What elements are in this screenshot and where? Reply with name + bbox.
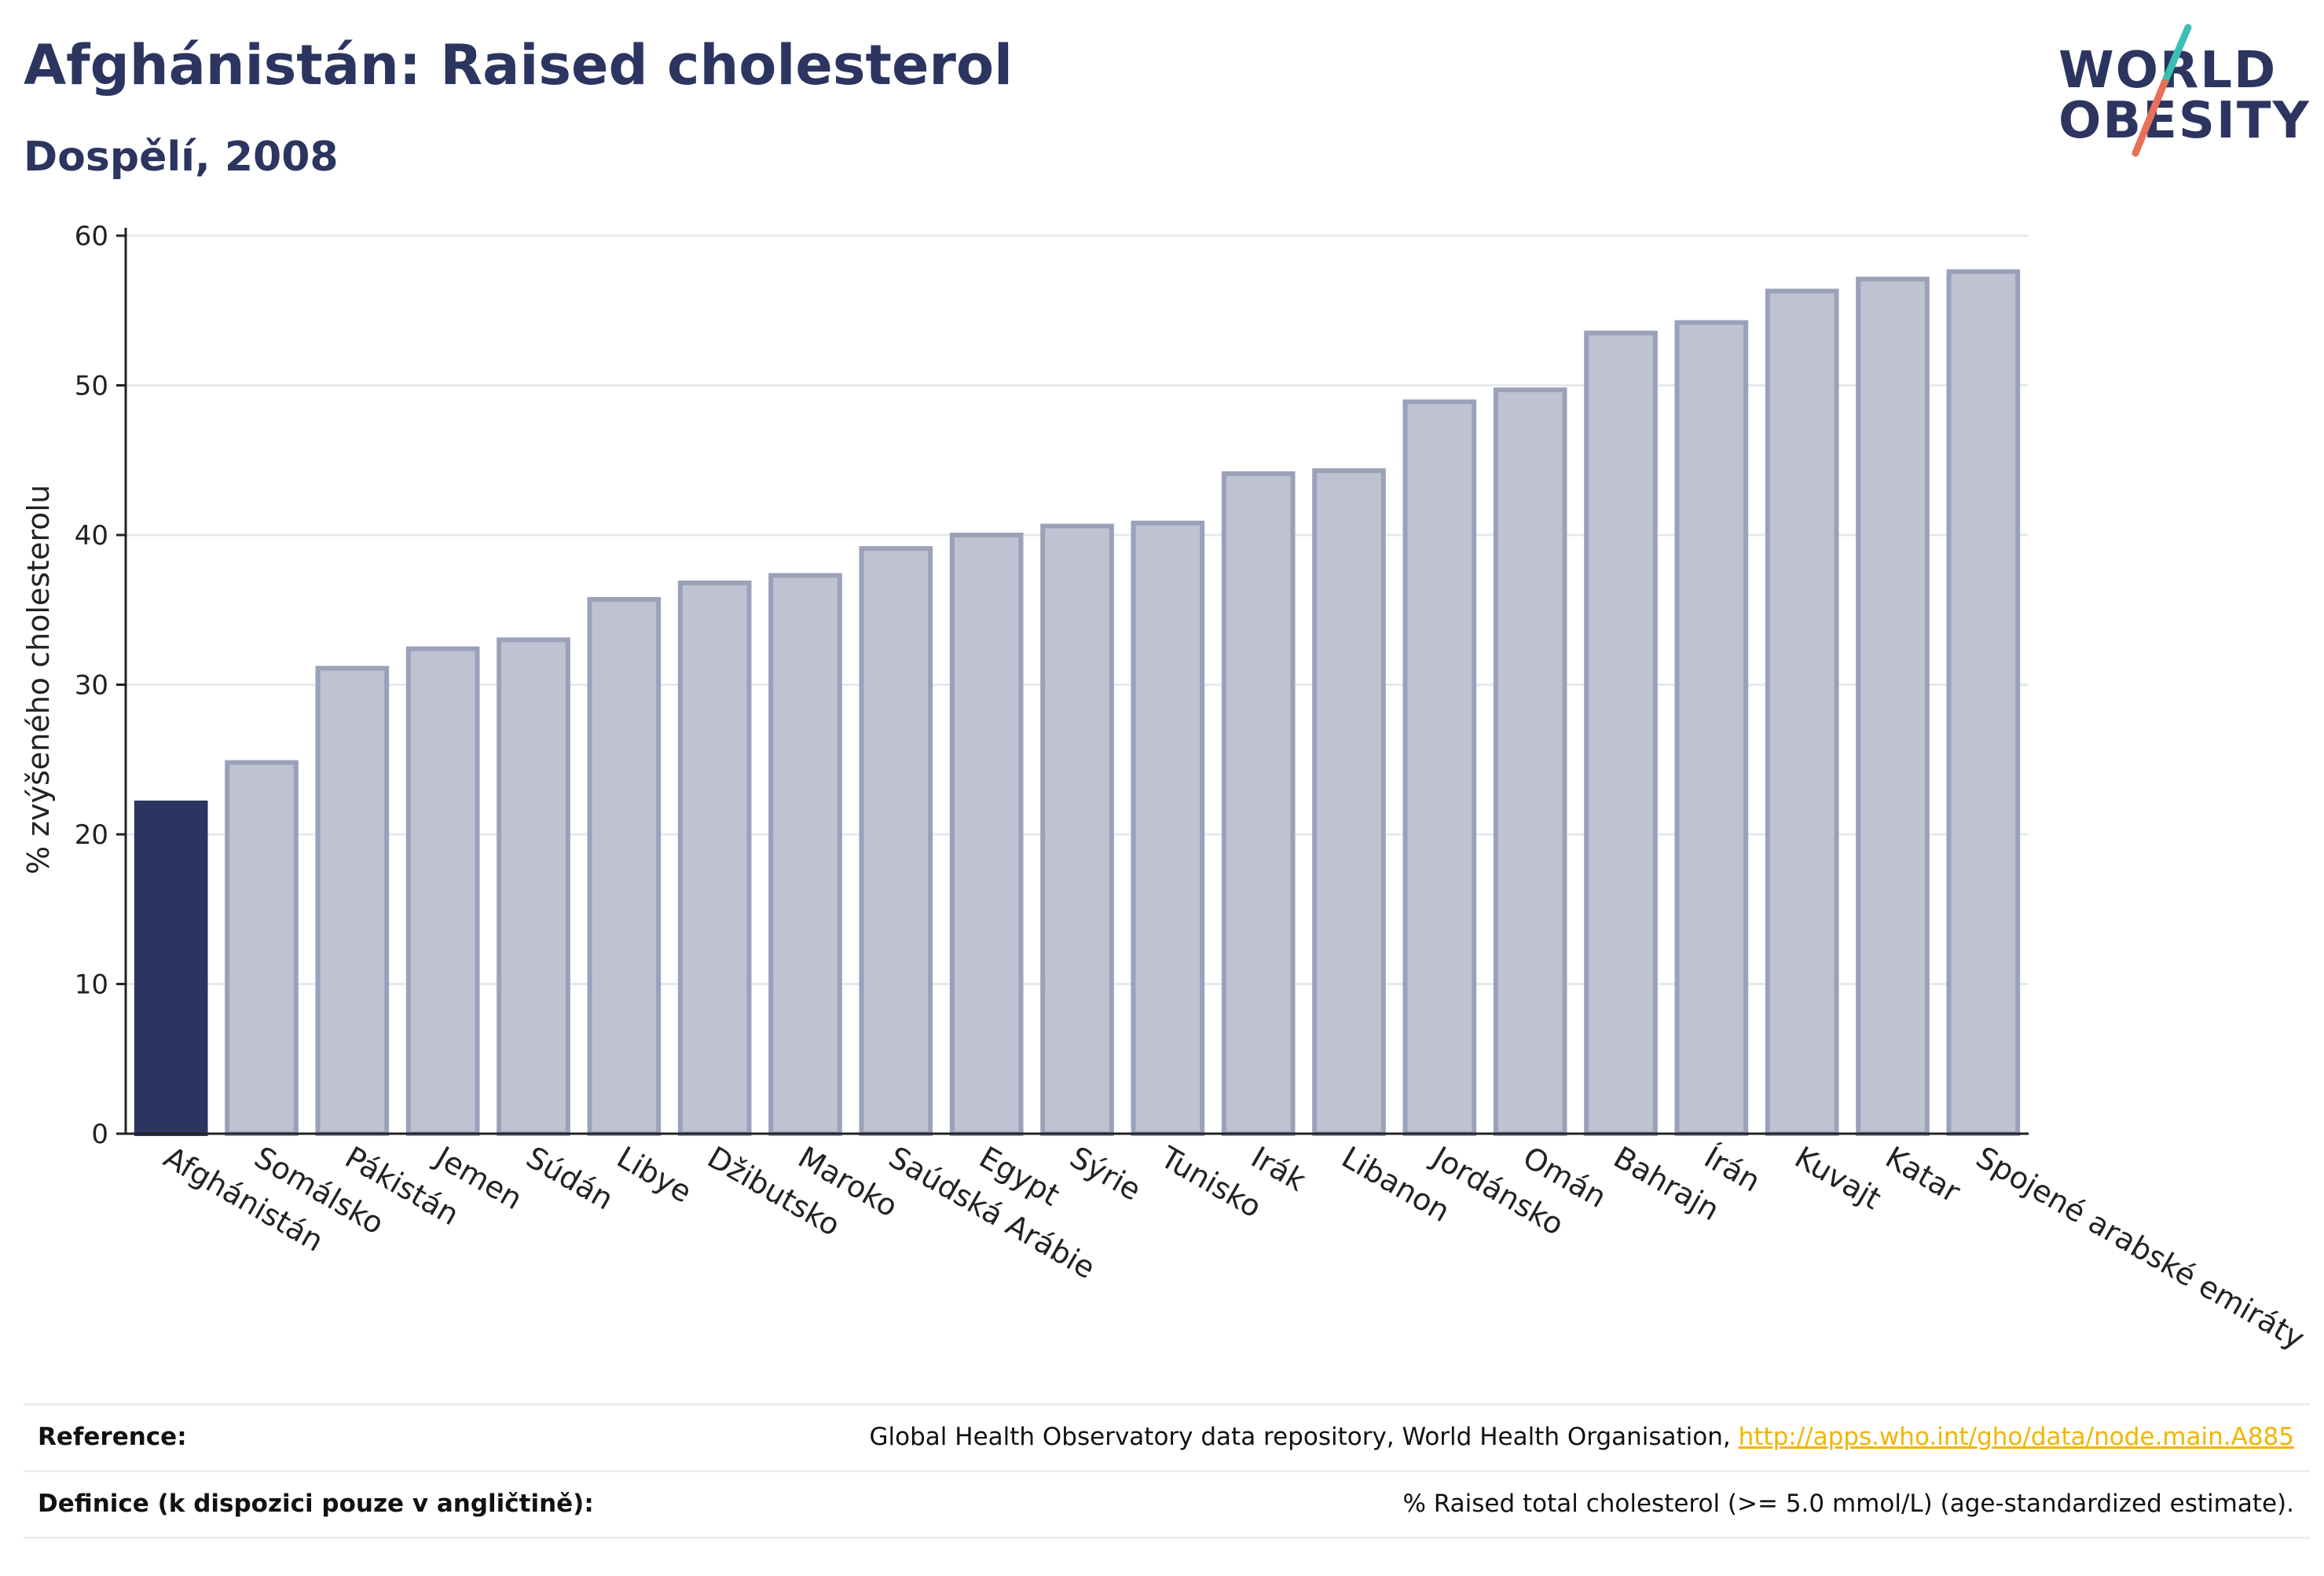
definition-row: Definice (k dispozici pouze v angličtině… (24, 1470, 2310, 1539)
x-tick-label: Tunisko (1154, 1139, 1267, 1225)
x-tick-label: Súdán (521, 1140, 620, 1217)
x-tick-label: Libye (611, 1140, 698, 1210)
bar[interactable] (768, 573, 842, 1136)
bar[interactable] (1493, 387, 1567, 1136)
reference-row: Reference: Global Health Observatory dat… (24, 1403, 2310, 1470)
y-axis-title: % zvýšeného cholesterolu (21, 485, 56, 874)
chart-subtitle: Dospělí, 2008 (24, 134, 339, 181)
bar[interactable] (315, 665, 390, 1136)
bar[interactable] (134, 800, 208, 1136)
bar[interactable] (1312, 468, 1386, 1136)
y-tick-label: 60 (75, 221, 108, 252)
x-tick-label: Sýrie (1065, 1140, 1147, 1208)
bar[interactable] (859, 546, 933, 1136)
y-tick-label: 50 (75, 371, 108, 402)
bar[interactable] (1221, 471, 1296, 1136)
axes (116, 228, 2029, 1135)
x-tick-label: Spojené arabské emiráty (1970, 1140, 2311, 1356)
reference-link[interactable]: http://apps.who.int/gho/data/node.main.A… (1738, 1423, 2294, 1451)
chart-title: Afghánistán: Raised cholesterol (24, 33, 1014, 97)
reference-text: Global Health Observatory data repositor… (869, 1423, 1739, 1451)
reference-value: Global Health Observatory data repositor… (870, 1423, 2294, 1451)
bar[interactable] (677, 580, 752, 1136)
bar[interactable] (1131, 520, 1205, 1136)
bar[interactable] (1946, 269, 2021, 1137)
reference-label: Reference: (38, 1423, 187, 1451)
y-tick-label: 0 (91, 1119, 108, 1150)
logo-slash-icon (2132, 24, 2192, 157)
bar[interactable] (1674, 320, 1749, 1136)
bar[interactable] (587, 596, 662, 1136)
logo-text-obesity: OBESITY (2058, 92, 2311, 150)
bar[interactable] (497, 637, 570, 1136)
bar[interactable] (949, 533, 1024, 1136)
y-tick-label: 40 (75, 520, 108, 552)
bar[interactable] (1402, 399, 1477, 1136)
bar[interactable] (1584, 330, 1658, 1136)
definition-label: Definice (k dispozici pouze v angličtině… (38, 1490, 594, 1518)
x-tick-label: Kuvajt (1789, 1140, 1886, 1216)
world-obesity-logo: WORLD OBESITY (2051, 24, 2310, 165)
y-tick-label: 20 (75, 819, 108, 851)
bar[interactable] (1040, 523, 1114, 1136)
x-tick-label: Katar (1880, 1140, 1967, 1210)
y-tick-label: 30 (75, 670, 108, 702)
bars (134, 269, 2021, 1137)
bar[interactable] (1856, 277, 1930, 1136)
y-tick-label: 10 (75, 969, 108, 1001)
bar[interactable] (405, 646, 480, 1136)
definition-value: % Raised total cholesterol (>= 5.0 mmol/… (1402, 1490, 2294, 1518)
footer-table: Reference: Global Health Observatory dat… (24, 1403, 2310, 1539)
bar[interactable] (225, 760, 299, 1136)
bar[interactable] (1765, 288, 1839, 1136)
bar-chart: 0102030405060AfghánistánSomálskoPákistán… (21, 221, 2311, 1356)
